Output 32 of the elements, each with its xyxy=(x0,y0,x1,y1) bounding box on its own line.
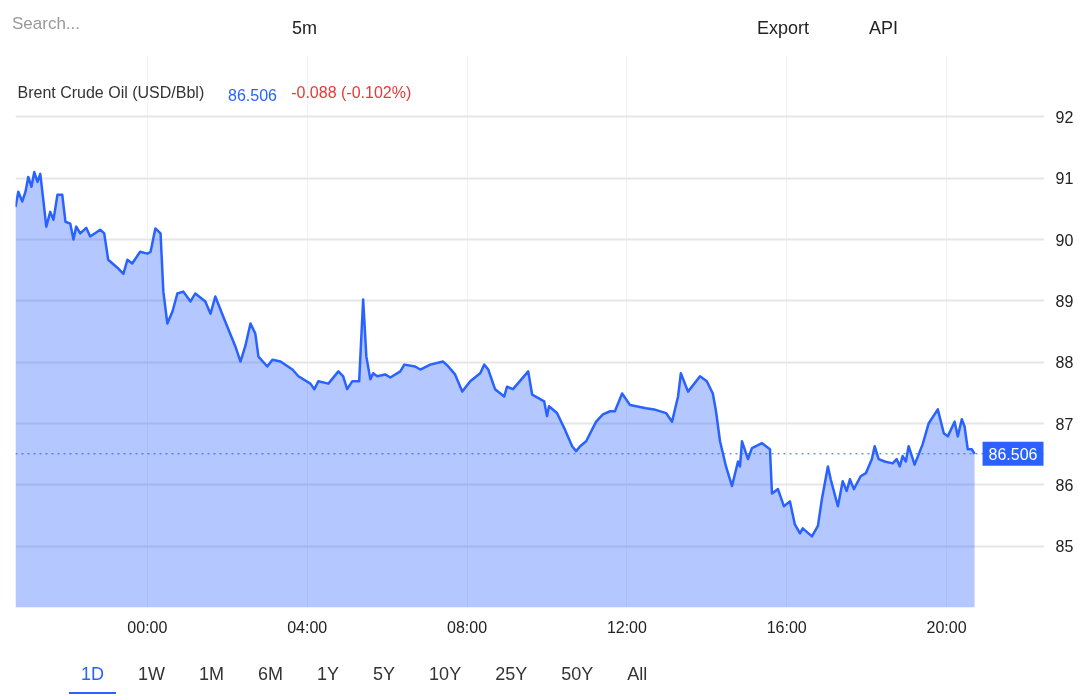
text: 10Y xyxy=(429,663,462,686)
text: 1M xyxy=(199,663,225,686)
text: All xyxy=(627,663,648,686)
y-tick-label: 85 xyxy=(1055,538,1074,556)
text: 1W xyxy=(138,663,166,686)
text: Export xyxy=(757,17,810,40)
y-tick-label: 89 xyxy=(1055,292,1074,310)
x-tick-label: 04:00 xyxy=(287,618,328,636)
text: Brent Crude Oil (USD/Bbl) xyxy=(17,83,205,101)
annotation: -0.088 (-0.102%) xyxy=(291,83,412,101)
x-tick-label: 16:00 xyxy=(766,618,807,636)
text: 1Y xyxy=(317,663,340,686)
text: Search... xyxy=(12,13,81,35)
x-tick-label: 00:00 xyxy=(127,618,168,636)
text: 6M xyxy=(258,663,284,686)
text: 25Y xyxy=(495,663,528,686)
y-tick-label: 86 xyxy=(1055,476,1074,494)
y-tick-label: 91 xyxy=(1055,170,1074,188)
y-tick-label: 87 xyxy=(1055,415,1074,433)
text: 5m xyxy=(292,17,318,40)
y-tick-label: 90 xyxy=(1055,231,1074,249)
y-tick-label: 88 xyxy=(1055,354,1074,372)
text: 50Y xyxy=(561,663,594,686)
annotation: 86.506 xyxy=(228,86,278,104)
ref-line-label: 86.506 xyxy=(988,445,1038,463)
text: API xyxy=(869,17,899,40)
x-tick-label: 12:00 xyxy=(606,618,648,636)
y-tick-label: 92 xyxy=(1055,108,1074,126)
x-tick-label: 08:00 xyxy=(447,618,488,636)
text: 5Y xyxy=(373,663,396,686)
x-tick-label: 20:00 xyxy=(926,618,967,636)
text: 1D xyxy=(81,663,105,686)
